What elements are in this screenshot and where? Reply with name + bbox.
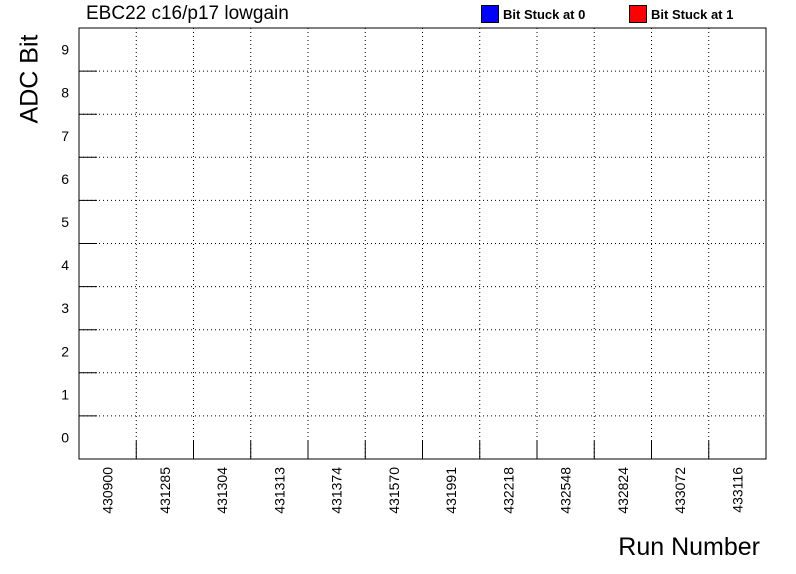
x-tick-label: 431991	[443, 467, 459, 514]
legend-swatch-blue	[481, 5, 499, 23]
x-tick-label: 432824	[615, 467, 631, 514]
x-tick-label: 431313	[271, 467, 287, 514]
y-axis-label-container: ADC Bit	[0, 0, 60, 574]
chart-title: EBC22 c16/p17 lowgain	[86, 3, 289, 24]
x-tick-label: 432218	[500, 467, 516, 514]
x-axis-label: Run Number	[618, 533, 760, 561]
y-tick-label: 1	[61, 386, 69, 402]
x-tick-label: 433116	[729, 467, 745, 513]
x-tick-label: 432548	[558, 467, 574, 514]
y-axis-label: ADC Bit	[15, 34, 44, 124]
y-tick-label: 4	[61, 257, 69, 273]
y-tick-label: 0	[61, 429, 69, 445]
x-tick-label: 431570	[386, 467, 402, 514]
y-tick-label: 5	[61, 214, 69, 230]
y-tick-label: 2	[61, 343, 69, 359]
y-tick-label: 8	[61, 85, 69, 101]
y-tick-label: 3	[61, 300, 69, 316]
x-tick-label: 431304	[214, 467, 230, 514]
legend-item-stuck-at-1: Bit Stuck at 1	[629, 5, 733, 23]
x-tick-label: 433072	[672, 467, 688, 514]
legend-label-stuck-at-0: Bit Stuck at 0	[503, 6, 586, 22]
legend-item-stuck-at-0: Bit Stuck at 0	[481, 5, 585, 23]
y-tick-label: 6	[61, 171, 69, 187]
y-tick-label: 9	[61, 42, 69, 58]
legend-label-stuck-at-1: Bit Stuck at 1	[651, 6, 734, 22]
x-tick-label: 431285	[157, 467, 173, 514]
legend-swatch-red	[629, 5, 647, 23]
x-tick-label: 430900	[100, 467, 116, 514]
y-tick-label: 7	[61, 128, 69, 144]
x-tick-label: 431374	[329, 467, 345, 514]
